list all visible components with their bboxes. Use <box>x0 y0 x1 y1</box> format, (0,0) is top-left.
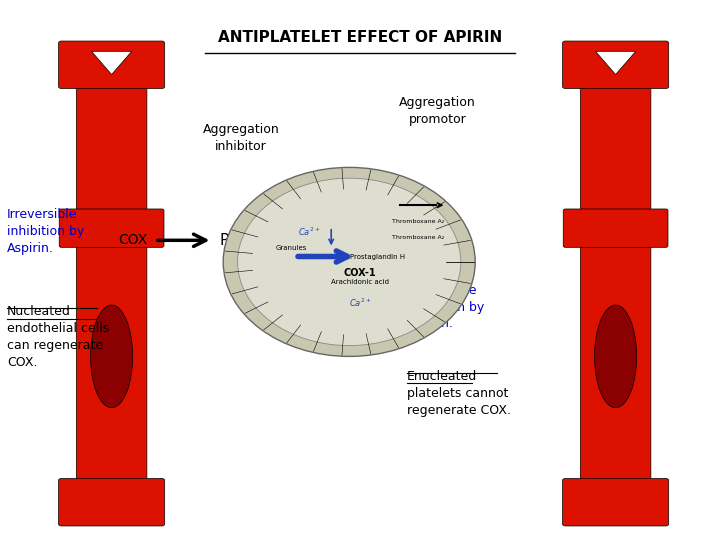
Polygon shape <box>595 51 636 75</box>
Text: Irreversible
inhibition by
Aspirin.: Irreversible inhibition by Aspirin. <box>407 284 484 330</box>
FancyBboxPatch shape <box>563 209 668 247</box>
Text: ANTIPLATELET EFFECT OF APIRIN: ANTIPLATELET EFFECT OF APIRIN <box>218 30 502 45</box>
Text: COX: COX <box>119 233 148 247</box>
Text: $Ca^{2+}$: $Ca^{2+}$ <box>298 226 321 238</box>
Text: Aggregation
inhibitor: Aggregation inhibitor <box>203 123 279 153</box>
Text: Nucleated
endothelial cells
can regenerate
COX.: Nucleated endothelial cells can regenera… <box>7 305 109 369</box>
Text: Aggregation
promotor: Aggregation promotor <box>400 96 476 126</box>
FancyBboxPatch shape <box>76 79 147 488</box>
Ellipse shape <box>595 305 636 408</box>
Circle shape <box>238 178 461 346</box>
Polygon shape <box>91 51 132 75</box>
Text: Prostaglandin H: Prostaglandin H <box>351 253 405 260</box>
Text: $Ca^{2+}$: $Ca^{2+}$ <box>348 296 372 308</box>
FancyBboxPatch shape <box>58 41 165 89</box>
Text: Thromboxane A₂: Thromboxane A₂ <box>392 219 445 224</box>
FancyBboxPatch shape <box>59 209 164 247</box>
Text: Thromboxane A₂: Thromboxane A₂ <box>392 235 445 240</box>
FancyBboxPatch shape <box>562 478 669 526</box>
FancyBboxPatch shape <box>562 41 669 89</box>
FancyBboxPatch shape <box>58 478 165 526</box>
Ellipse shape <box>91 305 132 408</box>
Text: 2: 2 <box>261 244 269 253</box>
FancyBboxPatch shape <box>580 79 651 488</box>
Text: Irreversible
inhibition by
Aspirin.: Irreversible inhibition by Aspirin. <box>7 208 84 255</box>
Text: Arachidonic acid: Arachidonic acid <box>331 279 389 286</box>
Text: PG I: PG I <box>220 233 250 248</box>
Text: Granules: Granules <box>276 245 307 252</box>
Text: Enucleated
platelets cannot
regenerate COX.: Enucleated platelets cannot regenerate C… <box>407 370 510 417</box>
Circle shape <box>223 167 475 356</box>
Text: COX-1: COX-1 <box>343 268 377 278</box>
